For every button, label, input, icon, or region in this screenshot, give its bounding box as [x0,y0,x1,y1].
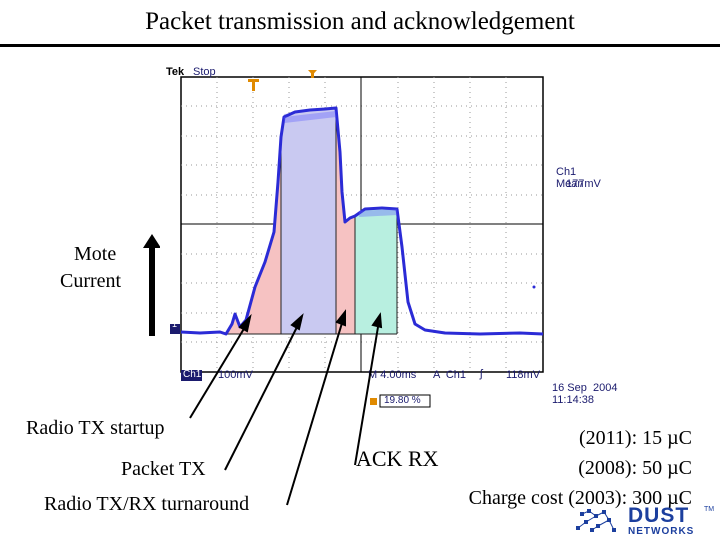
logo-dust: DUST [628,504,690,527]
ch1-mean-value: 177mV [566,178,601,190]
current-up-arrow [143,234,161,336]
capture-time: 11:14:38 [552,394,595,406]
trigger-level: 118mV [506,369,541,381]
ch1-mean-label: Ch1 Mean [556,166,584,190]
scope-brand: Tek [166,66,185,78]
trigger-pos-box [379,394,431,408]
timebase: M 4.00ms [368,369,417,381]
trigger-t-label: 1 [172,319,178,329]
current-trace [180,106,544,336]
dust-networks-logo: DUST TM NETWORKS [572,504,720,540]
logo-tm: TM [704,506,715,513]
logo-networks: NETWORKS [628,526,695,537]
region-radio-tx-startup [226,137,281,334]
capture-date: 16 Sep 2004 [552,382,618,394]
trigger-marker-t [248,79,259,91]
axis-label-current: Current [60,270,122,292]
scope-state: Stop [193,66,216,78]
label-turnaround: Radio TX/RX turnaround [44,493,250,515]
slide-title: Packet transmission and acknowledgement [145,8,575,35]
trigger-pos-icon [370,398,377,405]
trace-point-right [532,285,536,289]
charge-2003: Charge cost (2003): 300 µC [468,487,692,509]
oscilloscope-capture: Tek Stop 1 Ch1 Mean 177mV Ch1 100mV M 4.… [160,62,617,412]
label-ack-rx: ACK RX [356,446,439,471]
label-packet-tx: Packet TX [121,458,206,480]
charge-2011: (2011): 15 µC [579,427,692,449]
trigger-position: 19.80 % [384,395,421,406]
ch1-badge [181,370,202,381]
region-ack-rx [355,209,397,334]
trigger-channel: A Ch1 [433,369,467,381]
charge-2008: (2008): 50 µC [578,457,692,479]
axis-label-mote: Mote [74,243,117,265]
region-turnaround [336,108,355,334]
trigger-slope: ʃ [480,368,483,380]
trigger-marker-top [308,70,317,78]
title-divider [0,44,720,47]
label-radio-tx-startup: Radio TX startup [26,417,165,439]
ch1-label: Ch1 [183,369,202,380]
ch1-ground-marker [170,324,180,334]
volts-per-div: 100mV [218,369,253,381]
region-packet-tx [281,108,336,334]
